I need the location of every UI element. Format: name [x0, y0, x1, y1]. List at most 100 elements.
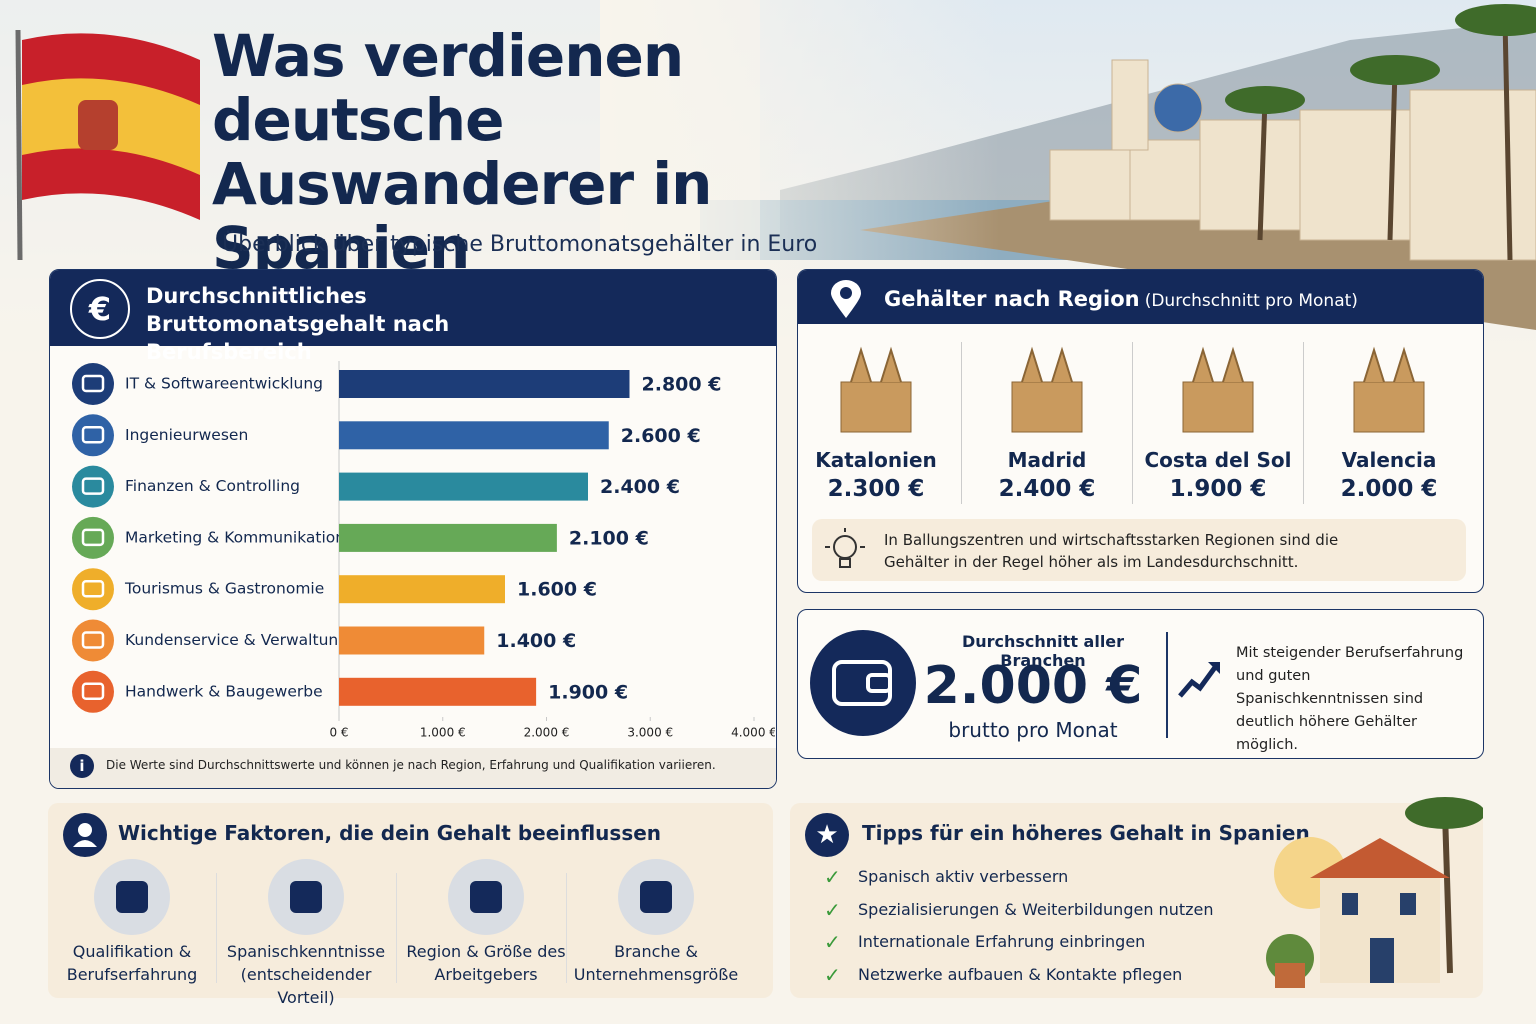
average-label: Durchschnitt aller Branchen [961, 632, 1125, 670]
palms [1257, 19, 1513, 261]
region-name: Valencia [1341, 448, 1437, 472]
region-name: Katalonien [815, 448, 937, 472]
region-divider [961, 342, 962, 504]
chart-header: € Durchschnittliches Bruttomonatsgehalt … [50, 270, 776, 364]
factor-glyph [116, 881, 148, 913]
value-label: 1.400 € [496, 630, 576, 652]
trend-icon [1178, 662, 1220, 698]
icon-glyph [81, 477, 105, 495]
regions-title-line: Gehälter nach Region (Durchschnitt pro M… [884, 287, 1358, 311]
region-value: 2.300 € [827, 476, 925, 502]
icon-glyph [81, 374, 105, 393]
average-unit: brutto pro Monat [948, 718, 1118, 742]
tip-text: Spanisch aktiv verbessern [858, 867, 1069, 886]
landmark-base [1182, 381, 1254, 433]
bar [339, 370, 630, 398]
x-tick-label: 3.000 € [627, 726, 673, 740]
factors-title: Wichtige Faktoren, die dein Gehalt beein… [118, 821, 662, 845]
person-shape [73, 823, 97, 847]
x-tick-label: 2.000 € [524, 726, 570, 740]
flagpole [15, 29, 23, 261]
icon-glyph [81, 682, 105, 701]
star-icon: ★ [805, 813, 849, 857]
landmark-top [1021, 346, 1073, 383]
region-icon [1353, 346, 1425, 433]
category-icon [72, 619, 114, 662]
icon-glyph [81, 631, 105, 649]
bar [339, 523, 557, 552]
factor-glyph [470, 881, 502, 913]
regions-note-box: In Ballungszentren und wirtschaftsstarke… [812, 519, 1466, 581]
regions-note: In Ballungszentren und wirtschaftsstarke… [884, 531, 1339, 571]
divider [1166, 632, 1168, 738]
check-icon: ✓ [824, 930, 841, 954]
icon-glyph [81, 579, 105, 598]
value-label: 2.400 € [600, 476, 680, 498]
value-label: 1.600 € [517, 579, 597, 601]
region-value: 2.400 € [998, 476, 1096, 502]
average-note: Mit steigender Berufserfahrung und guten… [1236, 645, 1464, 753]
wallet-shape [832, 660, 892, 706]
icon-glyph [81, 528, 105, 547]
category-icon [72, 516, 114, 559]
category-icon [72, 568, 114, 611]
coat-of-arms [78, 100, 118, 150]
factor-label: Region & Größe des Arbeitgebers [406, 942, 566, 984]
region-name: Costa del Sol [1144, 448, 1292, 472]
category-label: Handwerk & Baugewerbe [125, 682, 323, 700]
person-icon [63, 813, 107, 857]
regions-suffix: (Durchschnitt pro Monat) [1144, 291, 1358, 311]
region-icon [1182, 346, 1254, 433]
regions-title: Gehälter nach Region [884, 287, 1140, 311]
region-value: 2.000 € [1340, 476, 1438, 502]
factor-divider [566, 873, 567, 983]
region-icon [840, 346, 912, 433]
factor-divider [216, 873, 217, 983]
factor-glyph [640, 881, 672, 913]
tip-text: Spezialisierungen & Weiterbildungen nutz… [858, 899, 1214, 919]
category-label: Finanzen & Controlling [125, 477, 300, 495]
landmark-top [850, 346, 902, 383]
category-icon [72, 670, 114, 713]
average-panel: Durchschnitt aller Branchen 2.000 € brut… [797, 609, 1484, 759]
value-label: 2.600 € [621, 425, 701, 447]
category-label: IT & Softwareentwicklung [125, 375, 323, 393]
chart-note-bar: i Die Werte sind Durchschnittswerte und … [50, 748, 776, 788]
house-illustration [1266, 797, 1483, 988]
factors-panel: Wichtige Faktoren, die dein Gehalt beein… [48, 803, 773, 1007]
value-label: 2.100 € [569, 527, 649, 549]
bulb-icon [825, 528, 865, 568]
regions-header: Gehälter nach Region (Durchschnitt pro M… [798, 270, 1483, 324]
euro-icon: € [70, 279, 130, 339]
chart-title: Durchschnittliches Bruttomonatsgehalt na… [146, 284, 450, 364]
value-label: 2.800 € [642, 374, 722, 396]
bar [339, 472, 588, 501]
region-icon [1011, 346, 1083, 433]
factor-label: Spanischkenntnisse (entscheidender Vorte… [226, 942, 386, 1007]
value-label: 1.900 € [548, 681, 628, 703]
category-label: Ingenieurwesen [125, 426, 248, 444]
landmark-top [1363, 346, 1415, 383]
tips-title: Tipps für ein höheres Gehalt in Spanien [862, 821, 1310, 845]
average-value: 2.000 € [923, 656, 1143, 716]
regions-panel: Gehälter nach Region (Durchschnitt pro M… [797, 269, 1484, 593]
category-icon [72, 465, 114, 508]
check-icon: ✓ [824, 897, 841, 922]
landmark-base [1011, 381, 1083, 433]
factor-divider [396, 873, 397, 983]
check-icon: ✓ [824, 962, 841, 987]
region-divider [1132, 342, 1133, 504]
tip-text: Internationale Erfahrung einbringen [858, 932, 1146, 951]
info-icon: i [70, 754, 94, 778]
factor-label: Branche & Unternehmensgröße [573, 942, 739, 984]
x-tick-label: 0 € [329, 726, 348, 740]
region-name: Madrid [1007, 448, 1087, 472]
factor-glyph [290, 881, 322, 913]
landmark-base [840, 381, 912, 433]
category-label: Tourismus & Gastronomie [124, 580, 324, 598]
subtitle: Überblick über typische Bruttomonatsgehä… [222, 232, 818, 257]
palm-leaves [1225, 4, 1536, 114]
category-icon [72, 363, 114, 405]
